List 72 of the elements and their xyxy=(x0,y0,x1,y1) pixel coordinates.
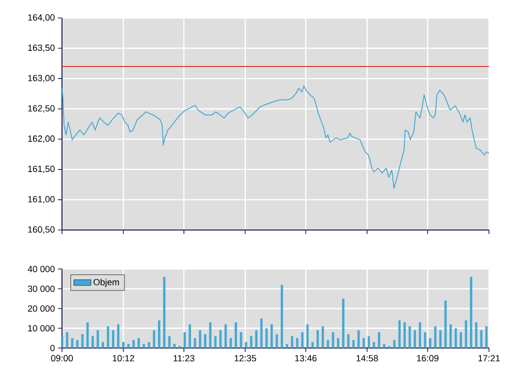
bar xyxy=(92,336,94,348)
bar xyxy=(270,324,273,348)
bar xyxy=(403,322,406,348)
bar xyxy=(138,338,140,348)
bar xyxy=(408,326,411,348)
bar xyxy=(316,330,319,348)
bar xyxy=(336,338,340,348)
bar xyxy=(454,328,457,348)
bar xyxy=(96,330,99,348)
bar xyxy=(414,330,416,348)
x-tick-label: 14:58 xyxy=(356,355,378,362)
bar xyxy=(66,332,68,348)
bar xyxy=(250,336,252,348)
bar xyxy=(368,336,370,348)
bar xyxy=(480,330,482,348)
bar xyxy=(209,322,212,348)
bar xyxy=(234,322,238,348)
bar xyxy=(383,344,386,348)
y-tick-label: 163,50 xyxy=(28,44,55,52)
bar xyxy=(296,338,298,348)
bar xyxy=(362,338,365,348)
bar xyxy=(117,324,120,348)
x-tick-label: 11:23 xyxy=(174,355,194,362)
bar xyxy=(357,330,360,348)
bar xyxy=(322,326,324,348)
x-tick-label: 10:12 xyxy=(112,355,134,362)
x-tick-label: 09:00 xyxy=(51,355,73,362)
y-tick-label: 40 000 xyxy=(28,266,55,272)
y-tick-label: 164,00 xyxy=(28,14,55,22)
bar xyxy=(168,336,171,348)
bar xyxy=(470,276,472,348)
y-tick-label: 162,00 xyxy=(28,135,55,143)
bar xyxy=(76,340,78,348)
bar xyxy=(475,322,478,348)
x-tick-label: 17:21 xyxy=(478,355,500,362)
bar xyxy=(224,324,227,348)
y-tick-label: 163,00 xyxy=(28,74,55,82)
bar xyxy=(290,336,294,348)
y-tick-label: 30 000 xyxy=(28,286,55,292)
bar xyxy=(429,338,432,348)
bar xyxy=(71,338,74,348)
bar xyxy=(280,284,284,348)
bar xyxy=(230,338,232,348)
bar xyxy=(276,334,278,348)
line-series xyxy=(62,85,489,189)
bar xyxy=(204,334,206,348)
x-tick-label: 13:46 xyxy=(295,355,317,362)
y-tick-label: 10 000 xyxy=(28,325,55,332)
bar xyxy=(449,324,452,348)
bar xyxy=(342,298,344,348)
bar xyxy=(460,332,462,348)
bar xyxy=(122,342,125,348)
bar xyxy=(347,334,350,348)
bar xyxy=(434,326,436,348)
x-tick-label: 12:35 xyxy=(234,355,256,362)
bar xyxy=(255,330,258,348)
y-tick-label: 161,00 xyxy=(28,196,55,204)
bar xyxy=(184,332,186,348)
bar xyxy=(301,332,304,348)
y-tick-label: 160,50 xyxy=(28,226,55,234)
bar xyxy=(142,344,145,348)
y-tick-label: 20 000 xyxy=(28,305,55,312)
x-tick-label: 16:09 xyxy=(417,355,438,362)
bar xyxy=(393,340,396,348)
y-tick-label: 162,50 xyxy=(28,105,55,113)
bar xyxy=(112,330,114,348)
y-tick-label: 0 xyxy=(50,344,55,352)
bar xyxy=(158,320,160,348)
y-tick-label: 161,50 xyxy=(28,166,55,174)
bar xyxy=(188,324,191,348)
bar xyxy=(163,276,166,348)
legend-label: Objem xyxy=(94,278,119,288)
